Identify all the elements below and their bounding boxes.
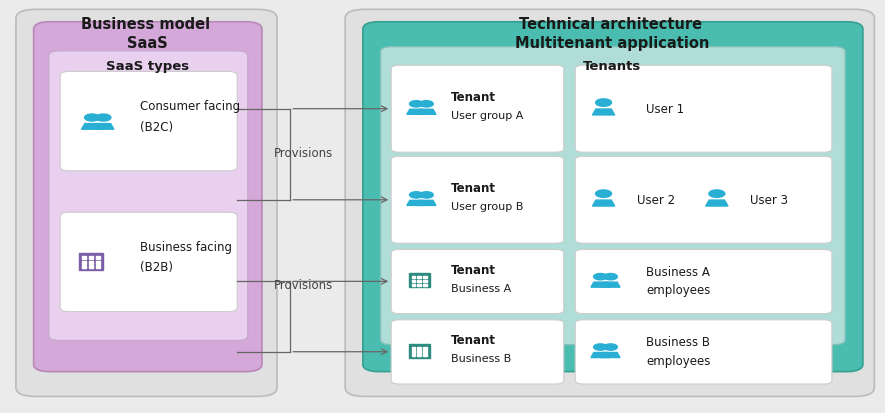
Circle shape [419, 102, 434, 108]
Bar [82, 257, 86, 259]
Bar [409, 274, 430, 288]
Bar [412, 277, 415, 279]
Bar [88, 266, 93, 268]
Bar [418, 354, 421, 356]
Bar [96, 266, 100, 268]
Text: employees: employees [646, 284, 711, 297]
Text: Tenant: Tenant [451, 333, 496, 346]
Bar [418, 284, 421, 286]
Polygon shape [591, 353, 610, 358]
Circle shape [596, 190, 612, 198]
Bar [412, 280, 415, 282]
Polygon shape [81, 124, 103, 130]
Text: Provisions: Provisions [274, 146, 333, 159]
FancyBboxPatch shape [16, 10, 277, 396]
Bar [82, 261, 86, 264]
Text: Multitenant application: Multitenant application [515, 36, 710, 51]
Bar [412, 347, 415, 349]
FancyBboxPatch shape [34, 23, 262, 372]
Circle shape [594, 274, 607, 280]
FancyBboxPatch shape [575, 157, 832, 244]
Text: Tenant: Tenant [451, 181, 496, 195]
FancyBboxPatch shape [363, 23, 863, 372]
Text: Business model: Business model [81, 17, 211, 32]
FancyBboxPatch shape [391, 66, 564, 153]
Polygon shape [601, 282, 620, 287]
Polygon shape [592, 201, 615, 206]
Bar [412, 354, 415, 356]
Bar [423, 347, 427, 349]
Text: User 2: User 2 [637, 194, 675, 207]
Bar [423, 351, 427, 353]
Bar [88, 257, 93, 259]
Text: SaaS: SaaS [127, 36, 168, 51]
Polygon shape [417, 201, 436, 206]
Polygon shape [407, 110, 426, 115]
Bar [418, 277, 421, 279]
FancyBboxPatch shape [575, 66, 832, 153]
Text: SaaS types: SaaS types [106, 59, 189, 73]
Circle shape [604, 274, 618, 280]
Circle shape [604, 344, 618, 350]
Bar [88, 261, 93, 264]
FancyBboxPatch shape [575, 320, 832, 384]
Bar [423, 284, 427, 286]
Text: User group B: User group B [451, 202, 524, 211]
Circle shape [594, 344, 607, 350]
Bar [418, 280, 421, 282]
Text: Technical architecture: Technical architecture [519, 17, 702, 32]
Bar [82, 266, 86, 268]
Polygon shape [407, 201, 426, 206]
Text: Business A: Business A [646, 265, 710, 278]
Text: Business B: Business B [451, 353, 512, 363]
Text: (B2C): (B2C) [140, 120, 173, 133]
Polygon shape [591, 282, 610, 287]
Text: Business facing: Business facing [140, 240, 232, 253]
Polygon shape [592, 110, 615, 116]
Bar [412, 351, 415, 353]
FancyBboxPatch shape [391, 157, 564, 244]
Polygon shape [601, 353, 620, 358]
Circle shape [85, 115, 99, 122]
Text: Provisions: Provisions [274, 278, 333, 292]
FancyBboxPatch shape [60, 72, 237, 171]
FancyBboxPatch shape [345, 10, 874, 396]
Text: User group A: User group A [451, 111, 524, 121]
Text: User 1: User 1 [646, 103, 684, 116]
Bar [96, 261, 100, 264]
FancyBboxPatch shape [381, 47, 845, 345]
Text: Tenant: Tenant [451, 263, 496, 276]
Circle shape [419, 192, 434, 199]
Text: Consumer facing: Consumer facing [140, 100, 240, 113]
Text: User 3: User 3 [750, 194, 789, 207]
Bar [412, 284, 415, 286]
Bar [418, 351, 421, 353]
Bar [423, 280, 427, 282]
Bar [418, 347, 421, 349]
FancyBboxPatch shape [49, 52, 248, 341]
Bar [79, 254, 104, 270]
FancyBboxPatch shape [60, 213, 237, 312]
Circle shape [96, 115, 111, 122]
Polygon shape [705, 201, 728, 206]
Text: Tenant: Tenant [451, 90, 496, 104]
Bar [96, 257, 100, 259]
Bar [423, 354, 427, 356]
Text: employees: employees [646, 354, 711, 367]
Text: (B2B): (B2B) [140, 261, 173, 274]
Circle shape [410, 102, 423, 108]
FancyBboxPatch shape [391, 250, 564, 314]
FancyBboxPatch shape [391, 320, 564, 384]
FancyBboxPatch shape [575, 250, 832, 314]
Circle shape [709, 190, 725, 198]
Circle shape [596, 100, 612, 107]
Circle shape [410, 192, 423, 199]
Text: Business B: Business B [646, 335, 710, 348]
Text: Business A: Business A [451, 283, 512, 293]
Polygon shape [417, 110, 436, 115]
Polygon shape [93, 124, 114, 130]
Bar [423, 277, 427, 279]
Text: Tenants: Tenants [583, 59, 642, 73]
Bar [409, 344, 430, 358]
